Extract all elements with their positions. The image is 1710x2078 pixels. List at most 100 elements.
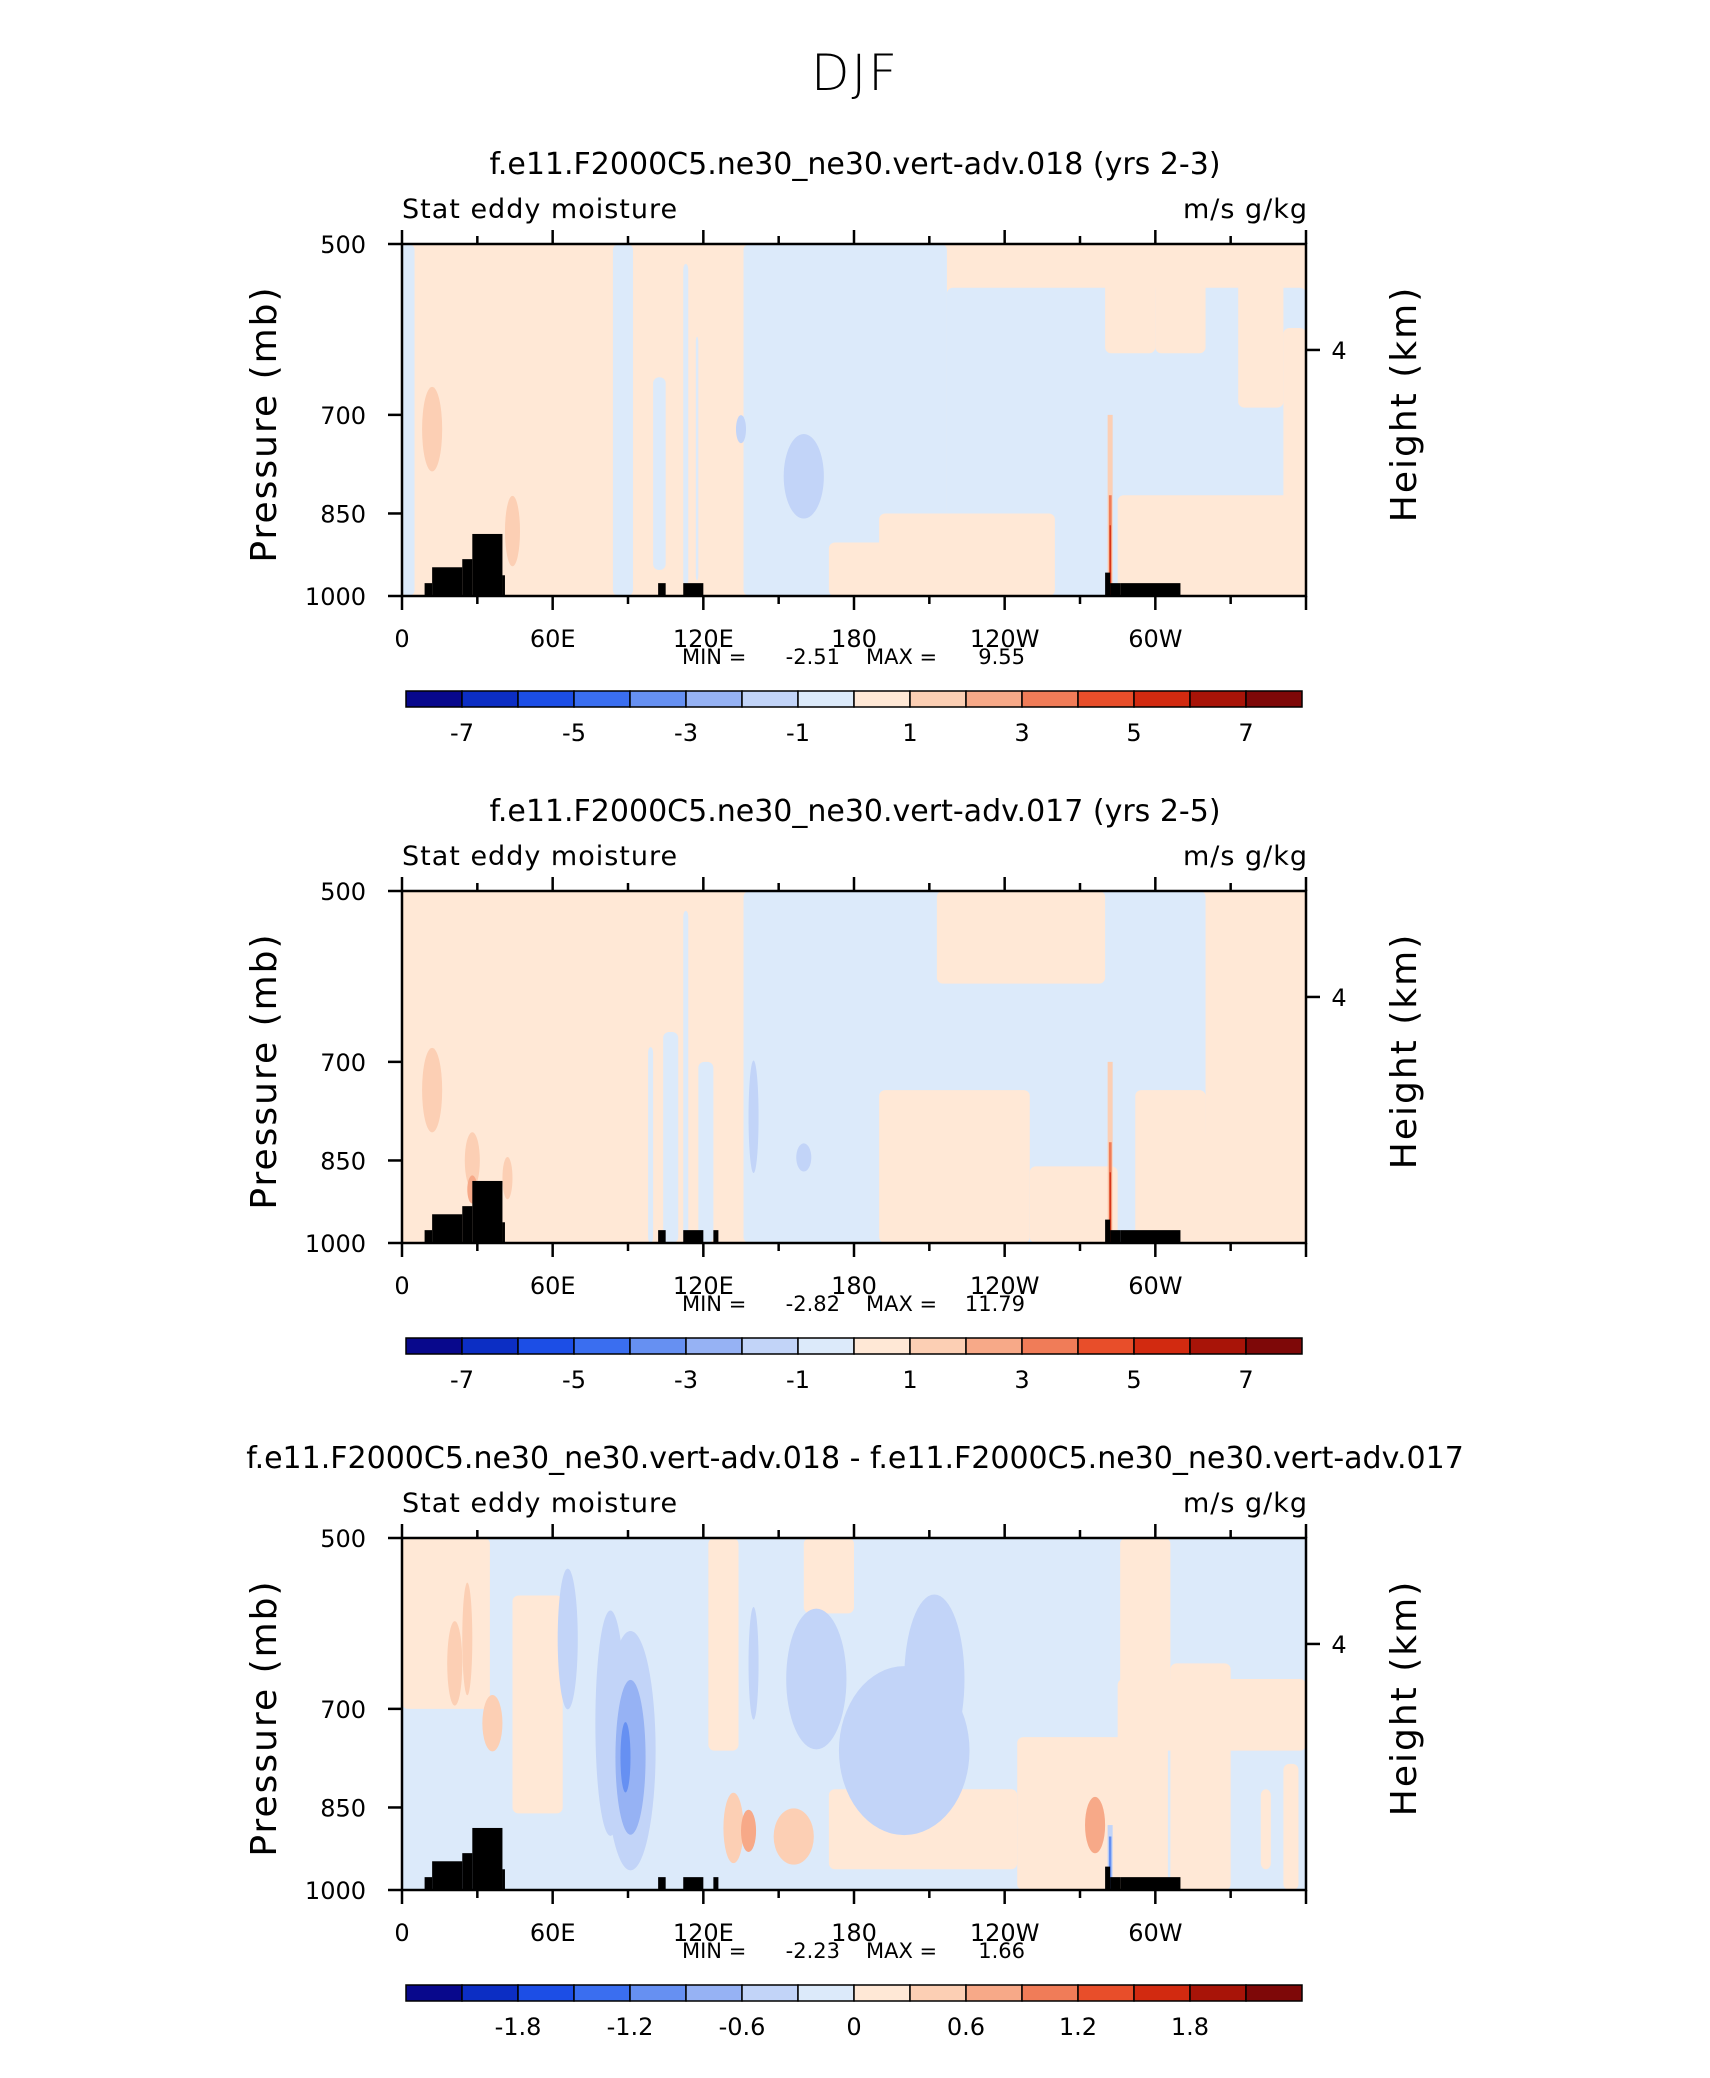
contour-region [1238, 263, 1284, 408]
colorbar-label: 1.2 [1059, 2013, 1097, 2041]
contour-region [1155, 244, 1206, 354]
contour-region [1283, 1763, 1299, 1890]
contour-region [708, 1538, 739, 1751]
x-tick-label: 120W [970, 1272, 1040, 1300]
colorbar-box [965, 1984, 1023, 2002]
terrain-mask [432, 567, 463, 596]
terrain-mask [658, 1877, 666, 1890]
x-tick-label: 180 [831, 1272, 877, 1300]
colorbar-box [629, 1984, 687, 2002]
units-label: m/s g/kg [1183, 841, 1308, 872]
contour-region [828, 542, 980, 596]
max-label: MAX = [866, 645, 937, 669]
colorbar-label: -0.6 [719, 2013, 766, 2041]
x-tick-label: 60W [1128, 625, 1182, 653]
y2-tick-label: 4 [1331, 337, 1346, 365]
contour-blob [422, 1047, 443, 1133]
contour-blob [620, 1722, 631, 1793]
panel-3: f.e11.F2000C5.ne30_ne30.vert-adv.018 - f… [244, 1441, 1464, 2041]
colorbar-label: -1.8 [495, 2013, 542, 2041]
panel-title: f.e11.F2000C5.ne30_ne30.vert-adv.017 (yr… [489, 794, 1220, 829]
colorbar-label: -7 [450, 1366, 474, 1394]
contour-blob [447, 1621, 463, 1706]
colorbar-box [685, 690, 743, 708]
terrain-mask [1105, 572, 1111, 596]
colorbar-label: 7 [1238, 719, 1253, 747]
min-label: MIN = [682, 1939, 746, 1963]
contour-region [1135, 1090, 1206, 1243]
terrain-mask [462, 559, 473, 596]
contour-region [1029, 1166, 1118, 1243]
contour-region [1275, 1000, 1306, 1243]
y-tick-label: 850 [320, 1794, 366, 1822]
contour-region [653, 377, 666, 570]
colorbar-box [853, 1337, 911, 1355]
x-tick-label: 60E [530, 1919, 576, 1947]
x-tick-label: 60W [1128, 1919, 1182, 1947]
x-tick-label: 0 [394, 625, 409, 653]
colorbar-box [741, 690, 799, 708]
terrain-mask [683, 583, 704, 596]
max-label: MAX = [866, 1939, 937, 1963]
contour-region [803, 1000, 905, 1091]
contour-region [402, 1538, 490, 1709]
terrain-mask [502, 575, 505, 596]
contour-blob [1085, 1796, 1106, 1854]
y-tick-label: 700 [320, 1696, 366, 1724]
figure-title: DJF [810, 44, 899, 102]
y2-tick-label: 4 [1331, 1631, 1346, 1659]
colorbar-box [573, 1337, 631, 1355]
colorbar-box [1245, 1984, 1303, 2002]
contour-blob [786, 1608, 847, 1750]
panel-2: f.e11.F2000C5.ne30_ne30.vert-adv.017 (yr… [244, 794, 1425, 1394]
colorbar-box [853, 690, 911, 708]
colorbar-box [741, 1337, 799, 1355]
colorbar-box [1021, 690, 1079, 708]
colorbar-label: -7 [450, 719, 474, 747]
colorbar-label: -5 [562, 719, 586, 747]
panel-1: f.e11.F2000C5.ne30_ne30.vert-adv.018 (yr… [244, 147, 1425, 747]
contour-region [1260, 1789, 1271, 1870]
colorbar-box [517, 1984, 575, 2002]
terrain-mask [683, 1230, 704, 1243]
y-tick-label: 500 [320, 231, 366, 259]
colorbar-box [1189, 1984, 1247, 2002]
colorbar-box [1189, 690, 1247, 708]
x-tick-label: 120W [970, 625, 1040, 653]
contour-region [683, 910, 689, 1243]
colorbar-box [1077, 690, 1135, 708]
terrain-mask [1120, 583, 1181, 596]
x-tick-label: 120W [970, 1919, 1040, 1947]
terrain-mask [1105, 1866, 1111, 1890]
contour-blob [462, 1582, 473, 1696]
contour-field [402, 891, 1306, 1243]
colorbar-label: 1.8 [1171, 2013, 1209, 2041]
variable-label: Stat eddy moisture [402, 1488, 678, 1519]
min-label: MIN = [682, 1292, 746, 1316]
contour-region [1117, 1678, 1306, 1751]
colorbar-label: 5 [1126, 719, 1141, 747]
y2-tick-label: 4 [1331, 984, 1346, 1012]
contour-blob [796, 1143, 812, 1172]
units-label: m/s g/kg [1183, 1488, 1308, 1519]
colorbar-label: -1.2 [607, 2013, 654, 2041]
contour-region [1117, 495, 1306, 596]
colorbar-label: 5 [1126, 1366, 1141, 1394]
colorbar-box [685, 1984, 743, 2002]
panel-title: f.e11.F2000C5.ne30_ne30.vert-adv.018 (yr… [489, 147, 1220, 182]
colorbar-box [909, 690, 967, 708]
colorbar-label: -1 [786, 1366, 810, 1394]
colorbar-box [405, 1337, 463, 1355]
colorbar-box [965, 1337, 1023, 1355]
contour-region [1283, 328, 1306, 596]
colorbar-box [629, 690, 687, 708]
y-tick-label: 850 [320, 1147, 366, 1175]
colorbar-label: 0 [846, 2013, 861, 2041]
terrain-mask [502, 1869, 505, 1890]
y-tick-label: 1000 [305, 1230, 366, 1258]
contour-region [879, 1090, 1030, 1243]
colorbar-box [965, 690, 1023, 708]
y2-axis-title: Height (km) [1384, 286, 1425, 522]
